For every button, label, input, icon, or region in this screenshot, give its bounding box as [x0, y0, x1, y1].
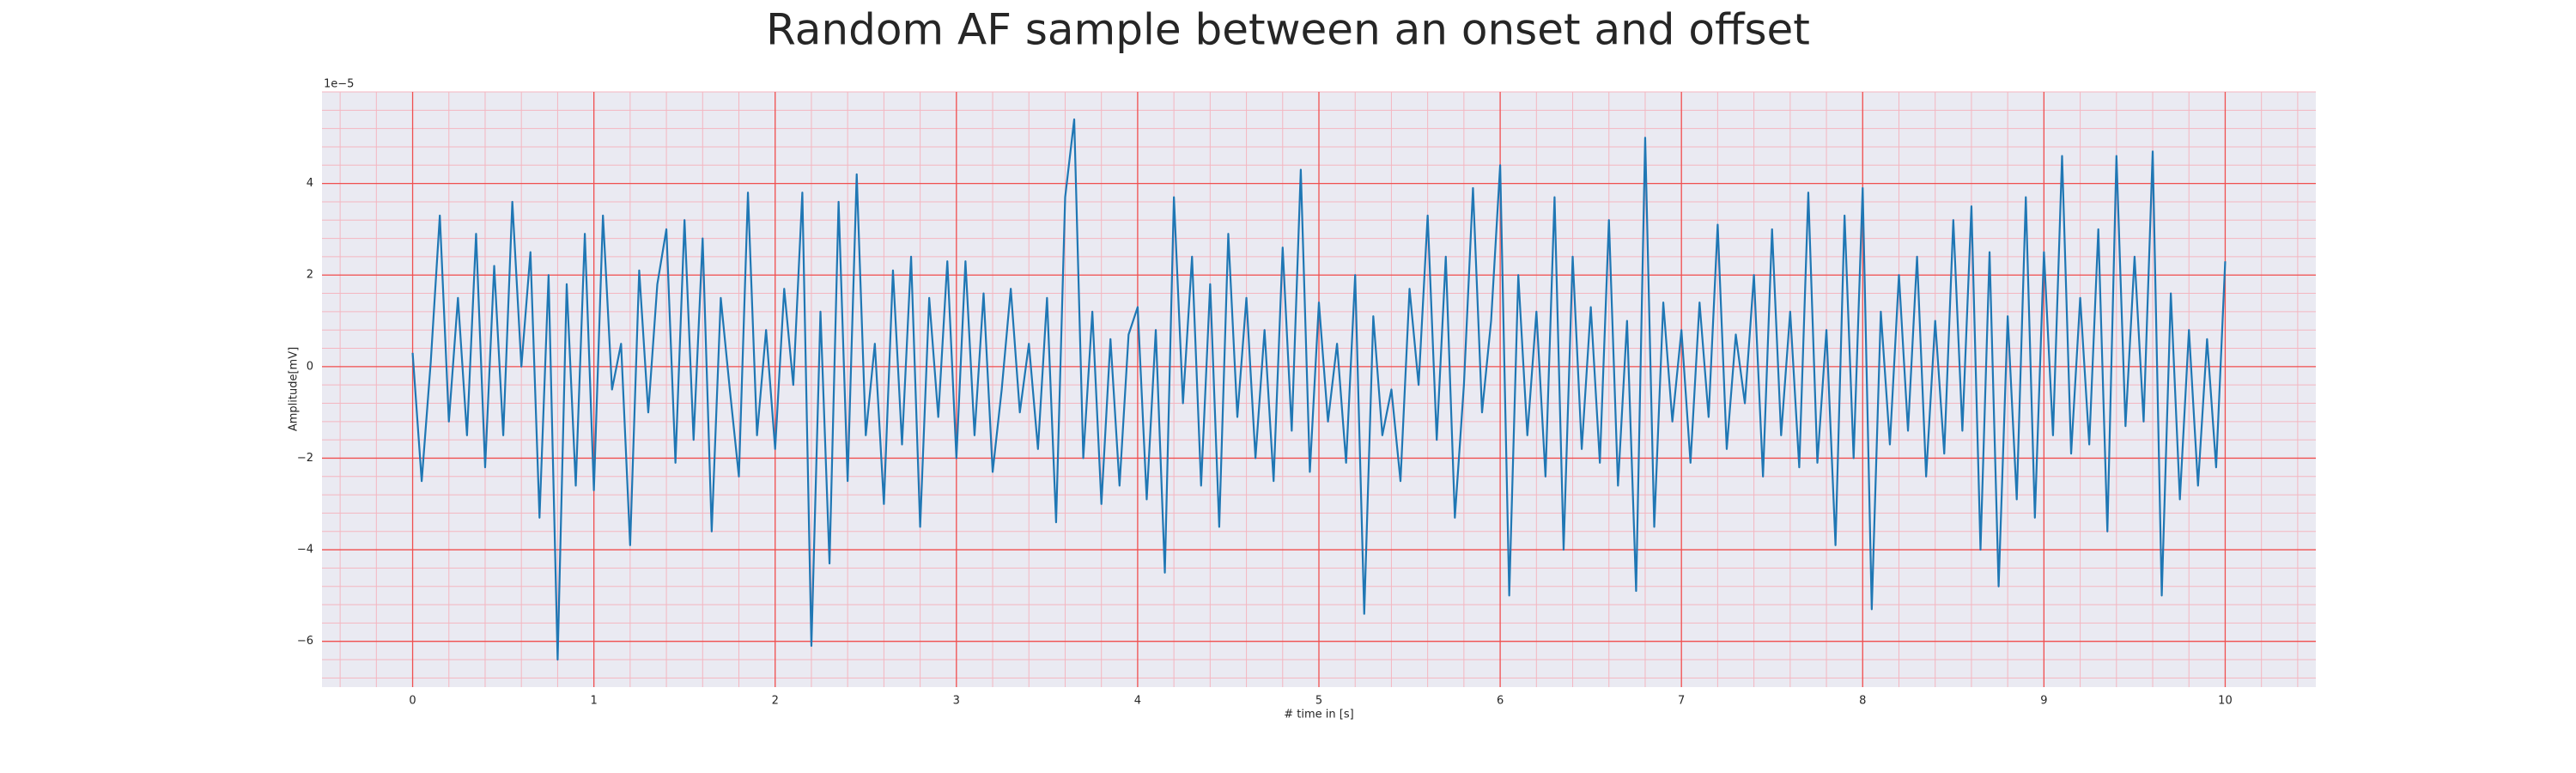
y-tick-label: 2: [307, 269, 313, 282]
x-axis-label: # time in [s]: [1284, 709, 1353, 721]
x-tick-label: 5: [1315, 695, 1322, 708]
x-tick-label: 1: [590, 695, 597, 708]
chart-title: Random AF sample between an onset and of…: [766, 5, 1810, 55]
y-tick-label: 0: [307, 360, 313, 373]
x-tick-label: 8: [1859, 695, 1866, 708]
y-tick-label: −2: [297, 452, 313, 465]
x-tick-label: 0: [409, 695, 416, 708]
y-tick-label: −6: [297, 635, 313, 648]
x-tick-label: 6: [1497, 695, 1504, 708]
data-line: [411, 118, 2227, 661]
y-tick-label: 4: [307, 177, 313, 190]
x-tick-label: 9: [2040, 695, 2047, 708]
y-axis-label: Amplitude[mV]: [288, 347, 301, 431]
offset-label: 1e−5: [324, 78, 354, 91]
x-tick-label: 2: [772, 695, 779, 708]
x-tick-label: 10: [2218, 695, 2233, 708]
y-tick-label: −4: [297, 544, 313, 557]
x-tick-label: 7: [1678, 695, 1685, 708]
x-tick-label: 3: [953, 695, 960, 708]
x-tick-label: 4: [1134, 695, 1141, 708]
